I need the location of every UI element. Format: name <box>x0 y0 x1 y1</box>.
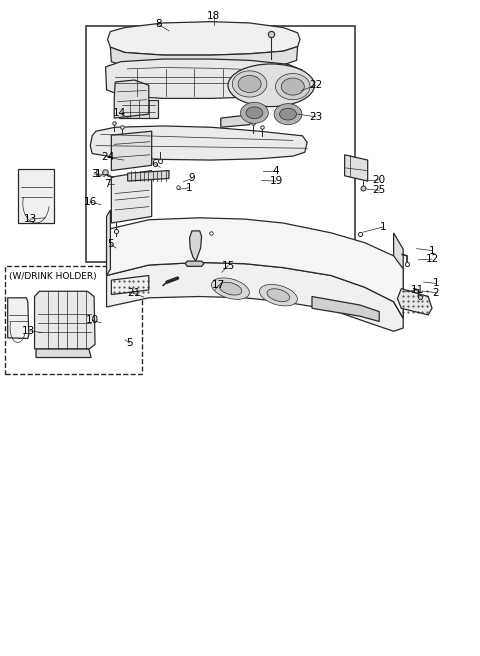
Polygon shape <box>107 210 110 276</box>
Text: (W/DRINK HOLDER): (W/DRINK HOLDER) <box>9 272 96 281</box>
Text: 16: 16 <box>84 197 97 207</box>
Polygon shape <box>107 262 403 331</box>
Polygon shape <box>111 171 152 223</box>
Text: 7: 7 <box>104 178 111 189</box>
Polygon shape <box>35 291 95 349</box>
Ellipse shape <box>260 285 297 306</box>
Text: 25: 25 <box>372 185 386 195</box>
Text: 2: 2 <box>432 287 439 298</box>
Polygon shape <box>114 80 149 118</box>
Polygon shape <box>394 233 403 318</box>
Polygon shape <box>111 131 152 171</box>
Text: 20: 20 <box>372 174 386 185</box>
Ellipse shape <box>246 107 263 119</box>
Text: 19: 19 <box>269 176 283 186</box>
Ellipse shape <box>274 104 302 125</box>
Text: 5: 5 <box>126 338 133 348</box>
Text: 23: 23 <box>309 112 323 122</box>
Ellipse shape <box>232 71 267 97</box>
Ellipse shape <box>219 282 242 295</box>
Ellipse shape <box>276 73 310 100</box>
Polygon shape <box>107 218 403 318</box>
Polygon shape <box>185 261 204 266</box>
Text: 1: 1 <box>186 182 193 193</box>
FancyBboxPatch shape <box>5 266 142 374</box>
Text: 1: 1 <box>432 278 439 289</box>
Polygon shape <box>345 155 368 181</box>
Ellipse shape <box>238 75 261 92</box>
Ellipse shape <box>240 102 268 123</box>
Text: 1: 1 <box>429 245 435 256</box>
Ellipse shape <box>212 278 249 299</box>
Text: 1: 1 <box>380 222 386 232</box>
Text: 17: 17 <box>212 280 225 291</box>
Polygon shape <box>110 47 298 69</box>
Text: 8: 8 <box>155 19 162 30</box>
Text: 21: 21 <box>127 288 140 298</box>
Text: 22: 22 <box>309 80 323 91</box>
Polygon shape <box>119 100 158 118</box>
Ellipse shape <box>281 78 304 95</box>
Polygon shape <box>108 22 300 55</box>
Polygon shape <box>221 115 252 127</box>
Text: 6: 6 <box>151 159 158 169</box>
Polygon shape <box>106 59 302 98</box>
Polygon shape <box>190 231 202 261</box>
Text: 13: 13 <box>22 325 36 336</box>
Polygon shape <box>111 276 149 295</box>
Ellipse shape <box>279 108 296 120</box>
Text: 14: 14 <box>112 108 126 118</box>
Text: 10: 10 <box>85 315 99 325</box>
Text: 11: 11 <box>411 285 424 295</box>
Polygon shape <box>90 126 307 160</box>
FancyBboxPatch shape <box>86 26 355 262</box>
Polygon shape <box>8 298 29 338</box>
Text: 13: 13 <box>24 214 37 224</box>
Text: 18: 18 <box>207 11 220 22</box>
Polygon shape <box>36 349 91 358</box>
Ellipse shape <box>228 64 314 106</box>
Text: 9: 9 <box>189 173 195 184</box>
Ellipse shape <box>267 289 290 302</box>
Polygon shape <box>128 171 169 181</box>
Text: 4: 4 <box>273 165 279 176</box>
Text: 12: 12 <box>425 254 439 264</box>
Text: 24: 24 <box>101 152 114 163</box>
Polygon shape <box>312 297 379 321</box>
Text: 3: 3 <box>91 169 97 179</box>
Polygon shape <box>18 169 54 223</box>
Text: 1: 1 <box>95 169 101 179</box>
Polygon shape <box>397 289 432 315</box>
Text: 5: 5 <box>107 239 114 249</box>
Text: 15: 15 <box>221 260 235 271</box>
